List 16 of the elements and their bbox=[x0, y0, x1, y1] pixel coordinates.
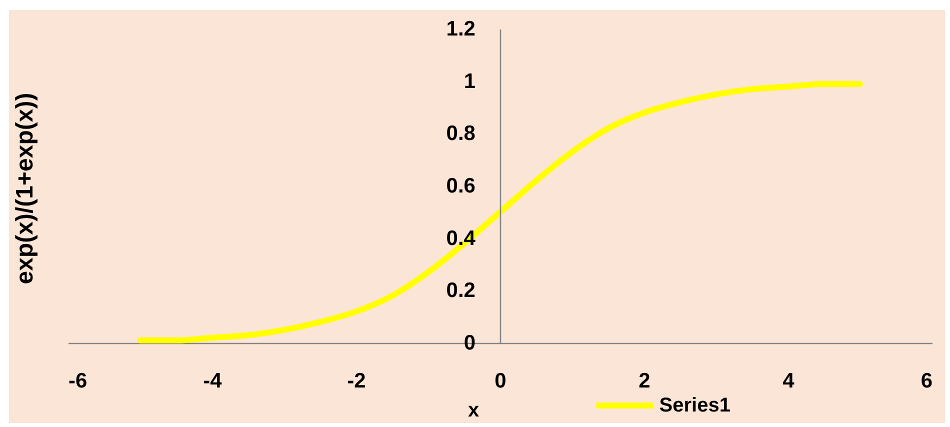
y-tick-label: 0.8 bbox=[446, 122, 476, 146]
y-axis-title: exp(x)/(1+exp(x)) bbox=[12, 92, 38, 284]
x-axis-title: x bbox=[468, 400, 480, 422]
x-tick-label: -4 bbox=[203, 370, 222, 392]
x-tick-label: 2 bbox=[638, 370, 650, 392]
y-tick-label: 1 bbox=[464, 70, 476, 93]
x-tick-label: -2 bbox=[347, 370, 366, 392]
x-tick-label: 0 bbox=[494, 370, 506, 392]
y-tick-label: 0.6 bbox=[446, 174, 476, 198]
x-tick-label: 6 bbox=[920, 370, 932, 392]
y-tick-label: 1.2 bbox=[446, 18, 476, 40]
x-tick-label: -6 bbox=[68, 370, 88, 392]
x-tick-label: 4 bbox=[782, 370, 795, 392]
legend-label: Series1 bbox=[659, 394, 730, 416]
y-tick-label: 0 bbox=[464, 332, 476, 354]
y-tick-label: 0.2 bbox=[446, 279, 476, 302]
